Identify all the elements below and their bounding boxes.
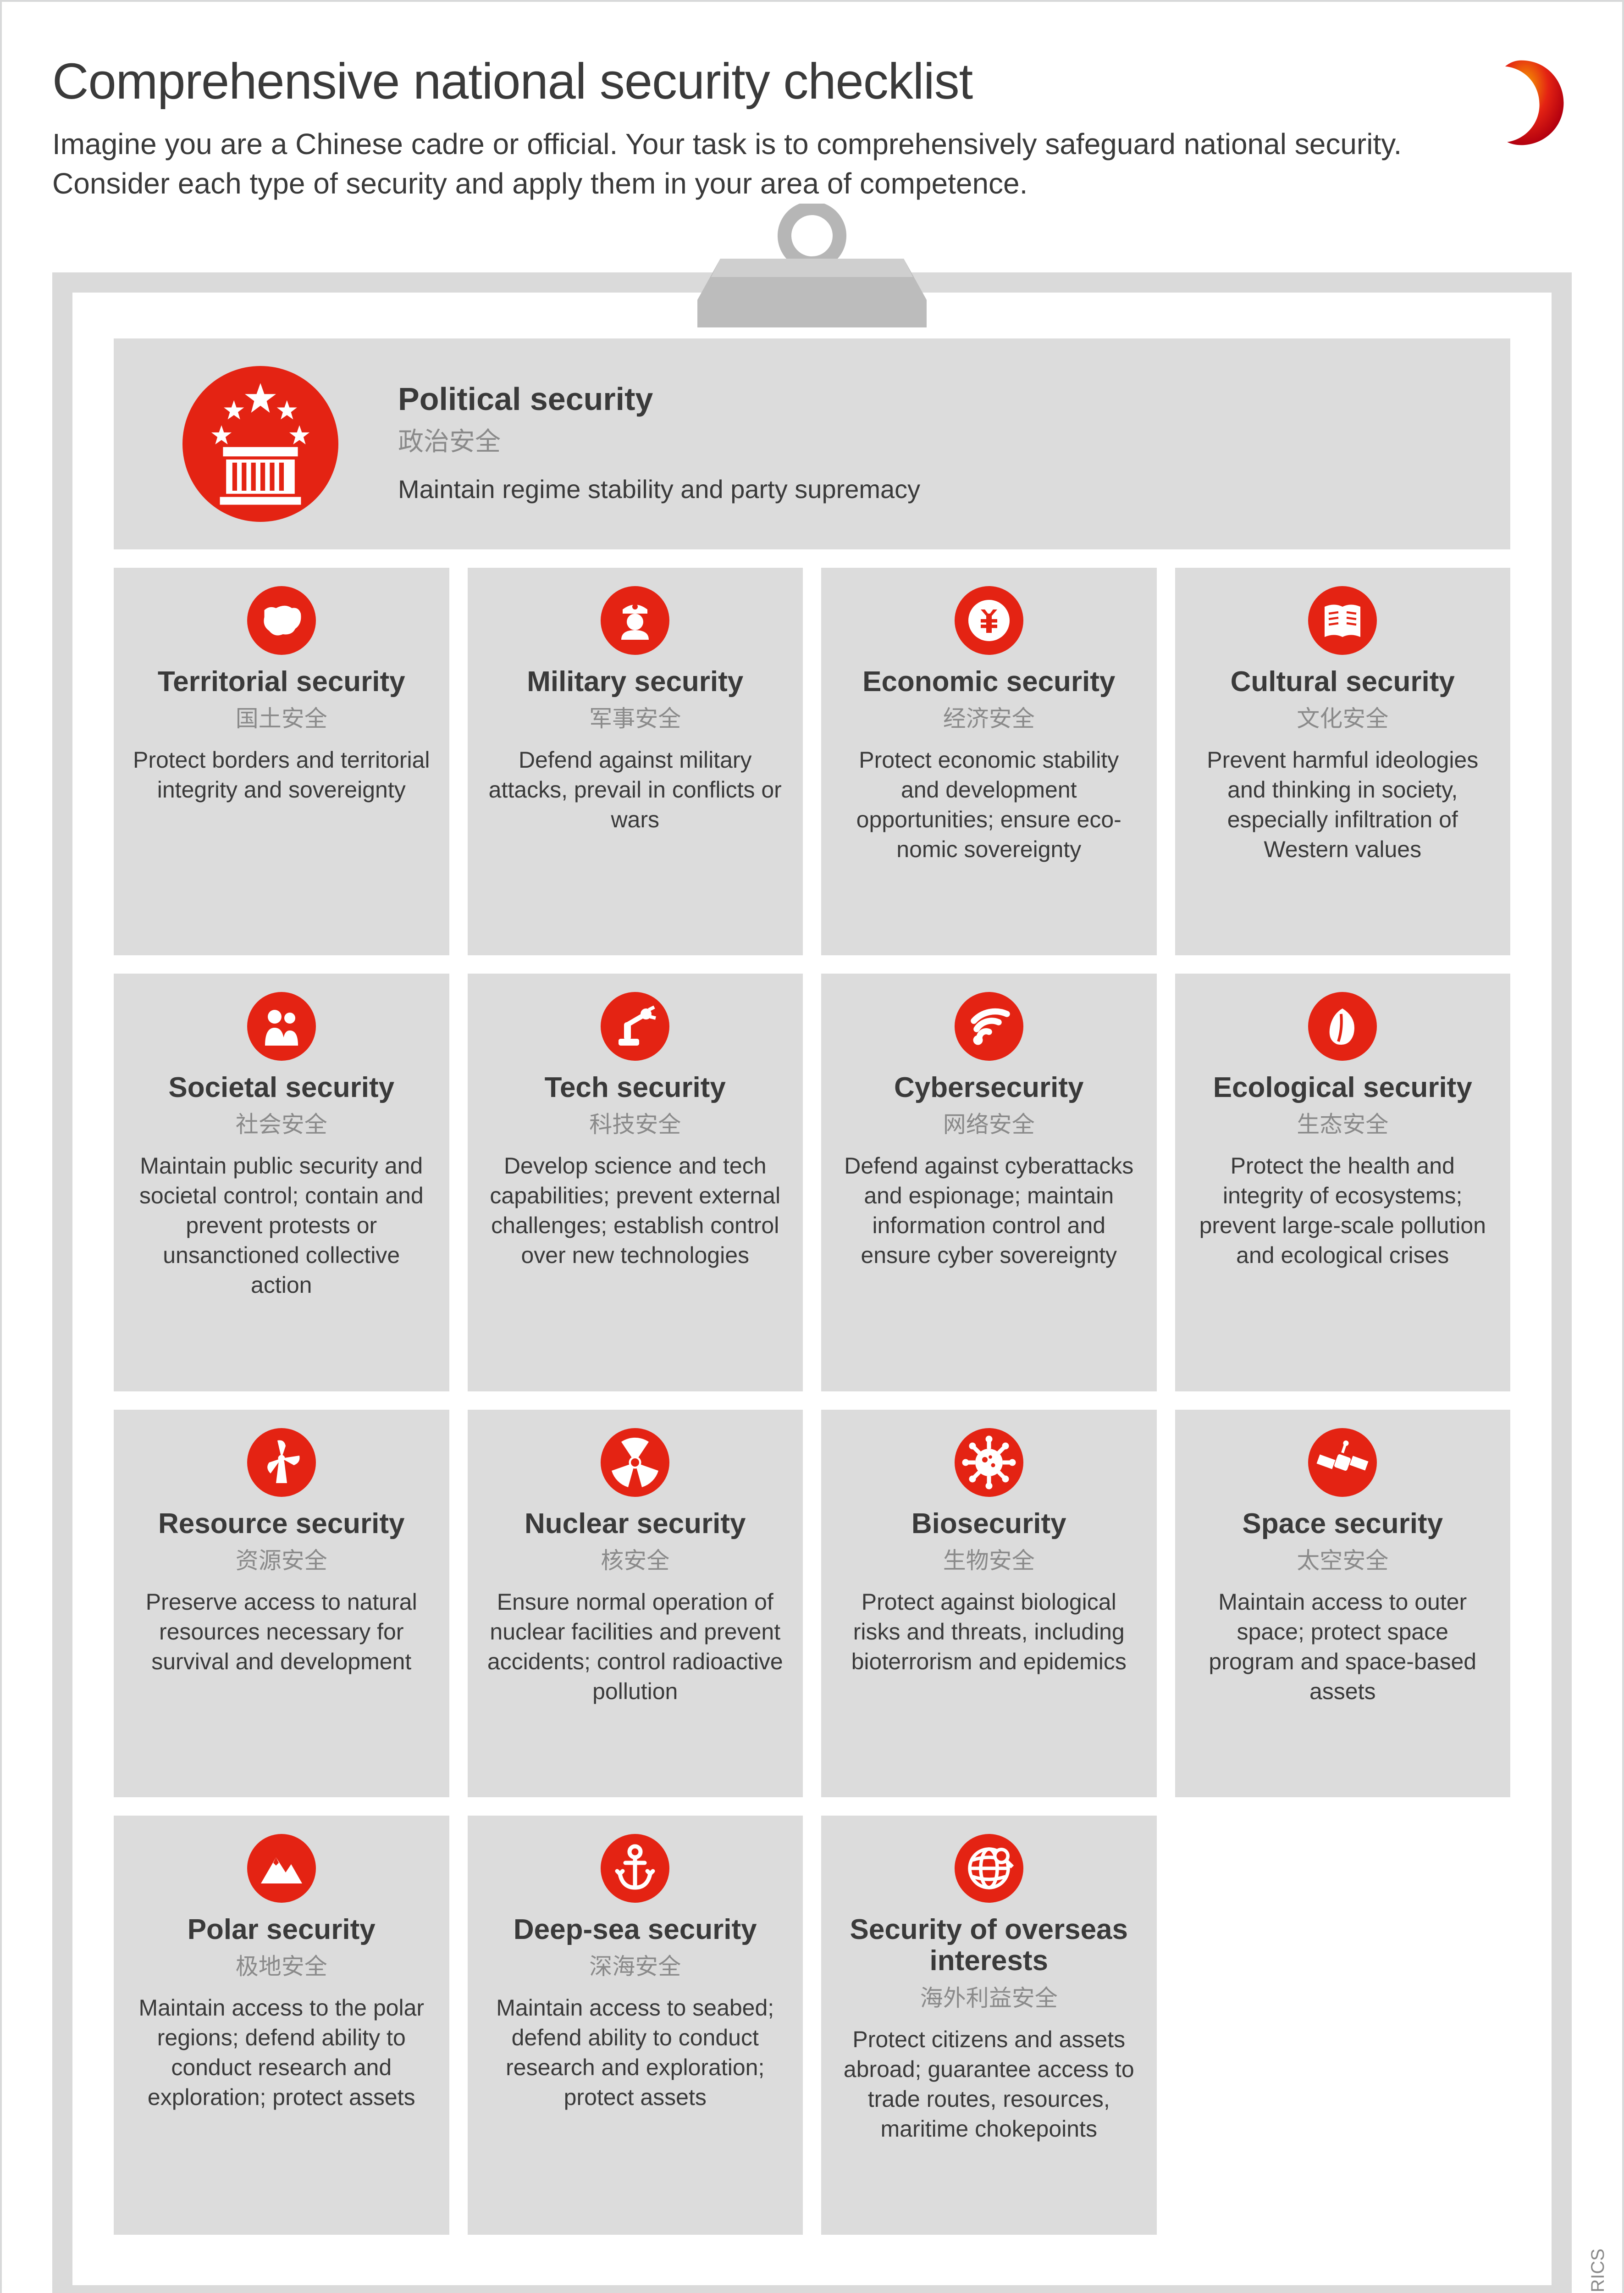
- card-coin: Economic security 经济安全 Protect economic …: [821, 568, 1157, 956]
- card-title: Economic security: [862, 666, 1115, 698]
- card-book: Cultural security 文化安全 Prevent harmful i…: [1175, 568, 1511, 956]
- card-subtitle-cn: 太空安全: [1297, 1542, 1388, 1575]
- card-title: Resource security: [158, 1508, 405, 1540]
- card-wifi: Cybersecurity 网络安全 Defend against cyber­…: [821, 974, 1157, 1391]
- page-title: Comprehensive national security checklis…: [52, 52, 1453, 111]
- card-title: Territorial security: [158, 666, 405, 698]
- virus-icon: [955, 1428, 1023, 1497]
- card-subtitle-cn: 海外利益安全: [920, 1980, 1058, 2013]
- card-desc: Protect economic stability and developme…: [840, 745, 1138, 864]
- card-virus: Biosecurity 生物安全 Protect against biologi…: [821, 1410, 1157, 1798]
- top-card-title: Political security: [398, 381, 920, 417]
- card-subtitle-cn: 极地安全: [236, 1948, 327, 1981]
- card-title: Cybersecurity: [894, 1072, 1084, 1103]
- card-title: Deep-sea security: [514, 1914, 757, 1945]
- card-globe: Security of overseas interests 海外利益安全 Pr…: [821, 1816, 1157, 2235]
- book-icon: [1308, 586, 1377, 655]
- card-soldier: Military security 军事安全 Defend against mi…: [468, 568, 803, 956]
- card-desc: Protect borders and terri­torial integri…: [132, 745, 431, 805]
- top-card-political: Political security 政治安全 Maintain regime …: [114, 338, 1510, 549]
- top-card-text: Political security 政治安全 Maintain regime …: [398, 381, 920, 507]
- card-subtitle-cn: 社会安全: [236, 1106, 327, 1139]
- card-subtitle-cn: 生物安全: [943, 1542, 1035, 1575]
- card-desc: Maintain public security and societal co…: [132, 1151, 431, 1300]
- card-title: Nuclear security: [525, 1508, 746, 1540]
- merics-logo: [1471, 52, 1572, 153]
- emblem-icon: [182, 366, 338, 522]
- card-title: Security of overseas interests: [840, 1914, 1138, 1977]
- logo-icon: [1471, 52, 1572, 153]
- card-anchor: Deep-sea security 深海安全 Maintain access t…: [468, 1816, 803, 2235]
- card-desc: Defend against cyber­attacks and espiona…: [840, 1151, 1138, 1270]
- wifi-icon: [955, 992, 1023, 1061]
- card-title: Biosecurity: [911, 1508, 1066, 1540]
- card-robot-arm: Tech security 科技安全 Develop science and t…: [468, 974, 803, 1391]
- card-subtitle-cn: 核安全: [601, 1542, 669, 1575]
- card-subtitle-cn: 资源安全: [236, 1542, 327, 1575]
- card-desc: Preserve access to natural resources nec…: [132, 1587, 431, 1677]
- clip-icon: [693, 204, 931, 332]
- leaf-icon: [1308, 992, 1377, 1061]
- map-icon: [247, 586, 316, 655]
- card-title: Societal security: [168, 1072, 394, 1103]
- card-satellite: Space security 太空安全 Maintain access to o…: [1175, 1410, 1511, 1798]
- card-desc: Maintain access to outer space; protect …: [1193, 1587, 1492, 1706]
- card-radiation: Nuclear security 核安全 Ensure normal opera…: [468, 1410, 803, 1798]
- card-desc: Develop science and tech capabilities; p…: [486, 1151, 785, 1270]
- card-windmill: Resource security 资源安全 Preserve access t…: [114, 1410, 449, 1798]
- card-subtitle-cn: 文化安全: [1297, 700, 1388, 733]
- copyright-label: © MERICS: [1588, 2249, 1608, 2293]
- card-subtitle-cn: 网络安全: [943, 1106, 1035, 1139]
- card-desc: Maintain access to the po­lar regions; d…: [132, 1993, 431, 2112]
- clipboard-inner: Political security 政治安全 Maintain regime …: [52, 272, 1572, 2293]
- card-title: Tech security: [545, 1072, 726, 1103]
- satellite-icon: [1308, 1428, 1377, 1497]
- header-text: Comprehensive national security checklis…: [52, 52, 1453, 204]
- card-desc: Protect against biological risks and thr…: [840, 1587, 1138, 1677]
- card-subtitle-cn: 深海安全: [589, 1948, 681, 1981]
- people-icon: [247, 992, 316, 1061]
- card-desc: Maintain access to sea­bed; defend abili…: [486, 1993, 785, 2112]
- top-card-subtitle-cn: 政治安全: [398, 421, 920, 458]
- card-desc: Protect citizens and assets abroad; guar…: [840, 2025, 1138, 2144]
- card-title: Cultural security: [1231, 666, 1455, 698]
- card-subtitle-cn: 生态安全: [1297, 1106, 1388, 1139]
- cards-grid: Territorial security 国土安全 Protect border…: [114, 568, 1510, 2235]
- windmill-icon: [247, 1428, 316, 1497]
- globe-icon: [955, 1834, 1023, 1903]
- card-subtitle-cn: 国土安全: [236, 700, 327, 733]
- header: Comprehensive national security checklis…: [52, 52, 1572, 204]
- card-title: Military security: [527, 666, 743, 698]
- card-desc: Defend against military attacks, prevail…: [486, 745, 785, 835]
- card-subtitle-cn: 军事安全: [589, 700, 681, 733]
- robot-arm-icon: [601, 992, 669, 1061]
- card-title: Polar security: [188, 1914, 376, 1945]
- card-title: Ecological security: [1213, 1072, 1472, 1103]
- page-subtitle: Imagine you are a Chinese cadre or offic…: [52, 124, 1428, 204]
- top-card-desc: Maintain regime stability and party supr…: [398, 472, 920, 507]
- radiation-icon: [601, 1428, 669, 1497]
- coin-icon: [955, 586, 1023, 655]
- mountain-icon: [247, 1834, 316, 1903]
- soldier-icon: [601, 586, 669, 655]
- card-title: Space security: [1242, 1508, 1443, 1540]
- card-mountain: Polar security 极地安全 Maintain access to t…: [114, 1816, 449, 2235]
- clipboard: Political security 政治安全 Maintain regime …: [52, 272, 1572, 2293]
- card-desc: Prevent harmful ideolo­gies and thinking…: [1193, 745, 1492, 864]
- card-subtitle-cn: 科技安全: [589, 1106, 681, 1139]
- card-leaf: Ecological security 生态安全 Protect the hea…: [1175, 974, 1511, 1391]
- page: Comprehensive national security checklis…: [0, 0, 1624, 2293]
- card-map: Territorial security 国土安全 Protect border…: [114, 568, 449, 956]
- card-desc: Protect the health and integrity of ecos…: [1193, 1151, 1492, 1270]
- card-subtitle-cn: 经济安全: [943, 700, 1035, 733]
- anchor-icon: [601, 1834, 669, 1903]
- emblem-wrap: [150, 366, 370, 522]
- card-desc: Ensure normal operation of nuclear facil…: [486, 1587, 785, 1706]
- card-people: Societal security 社会安全 Maintain public s…: [114, 974, 449, 1391]
